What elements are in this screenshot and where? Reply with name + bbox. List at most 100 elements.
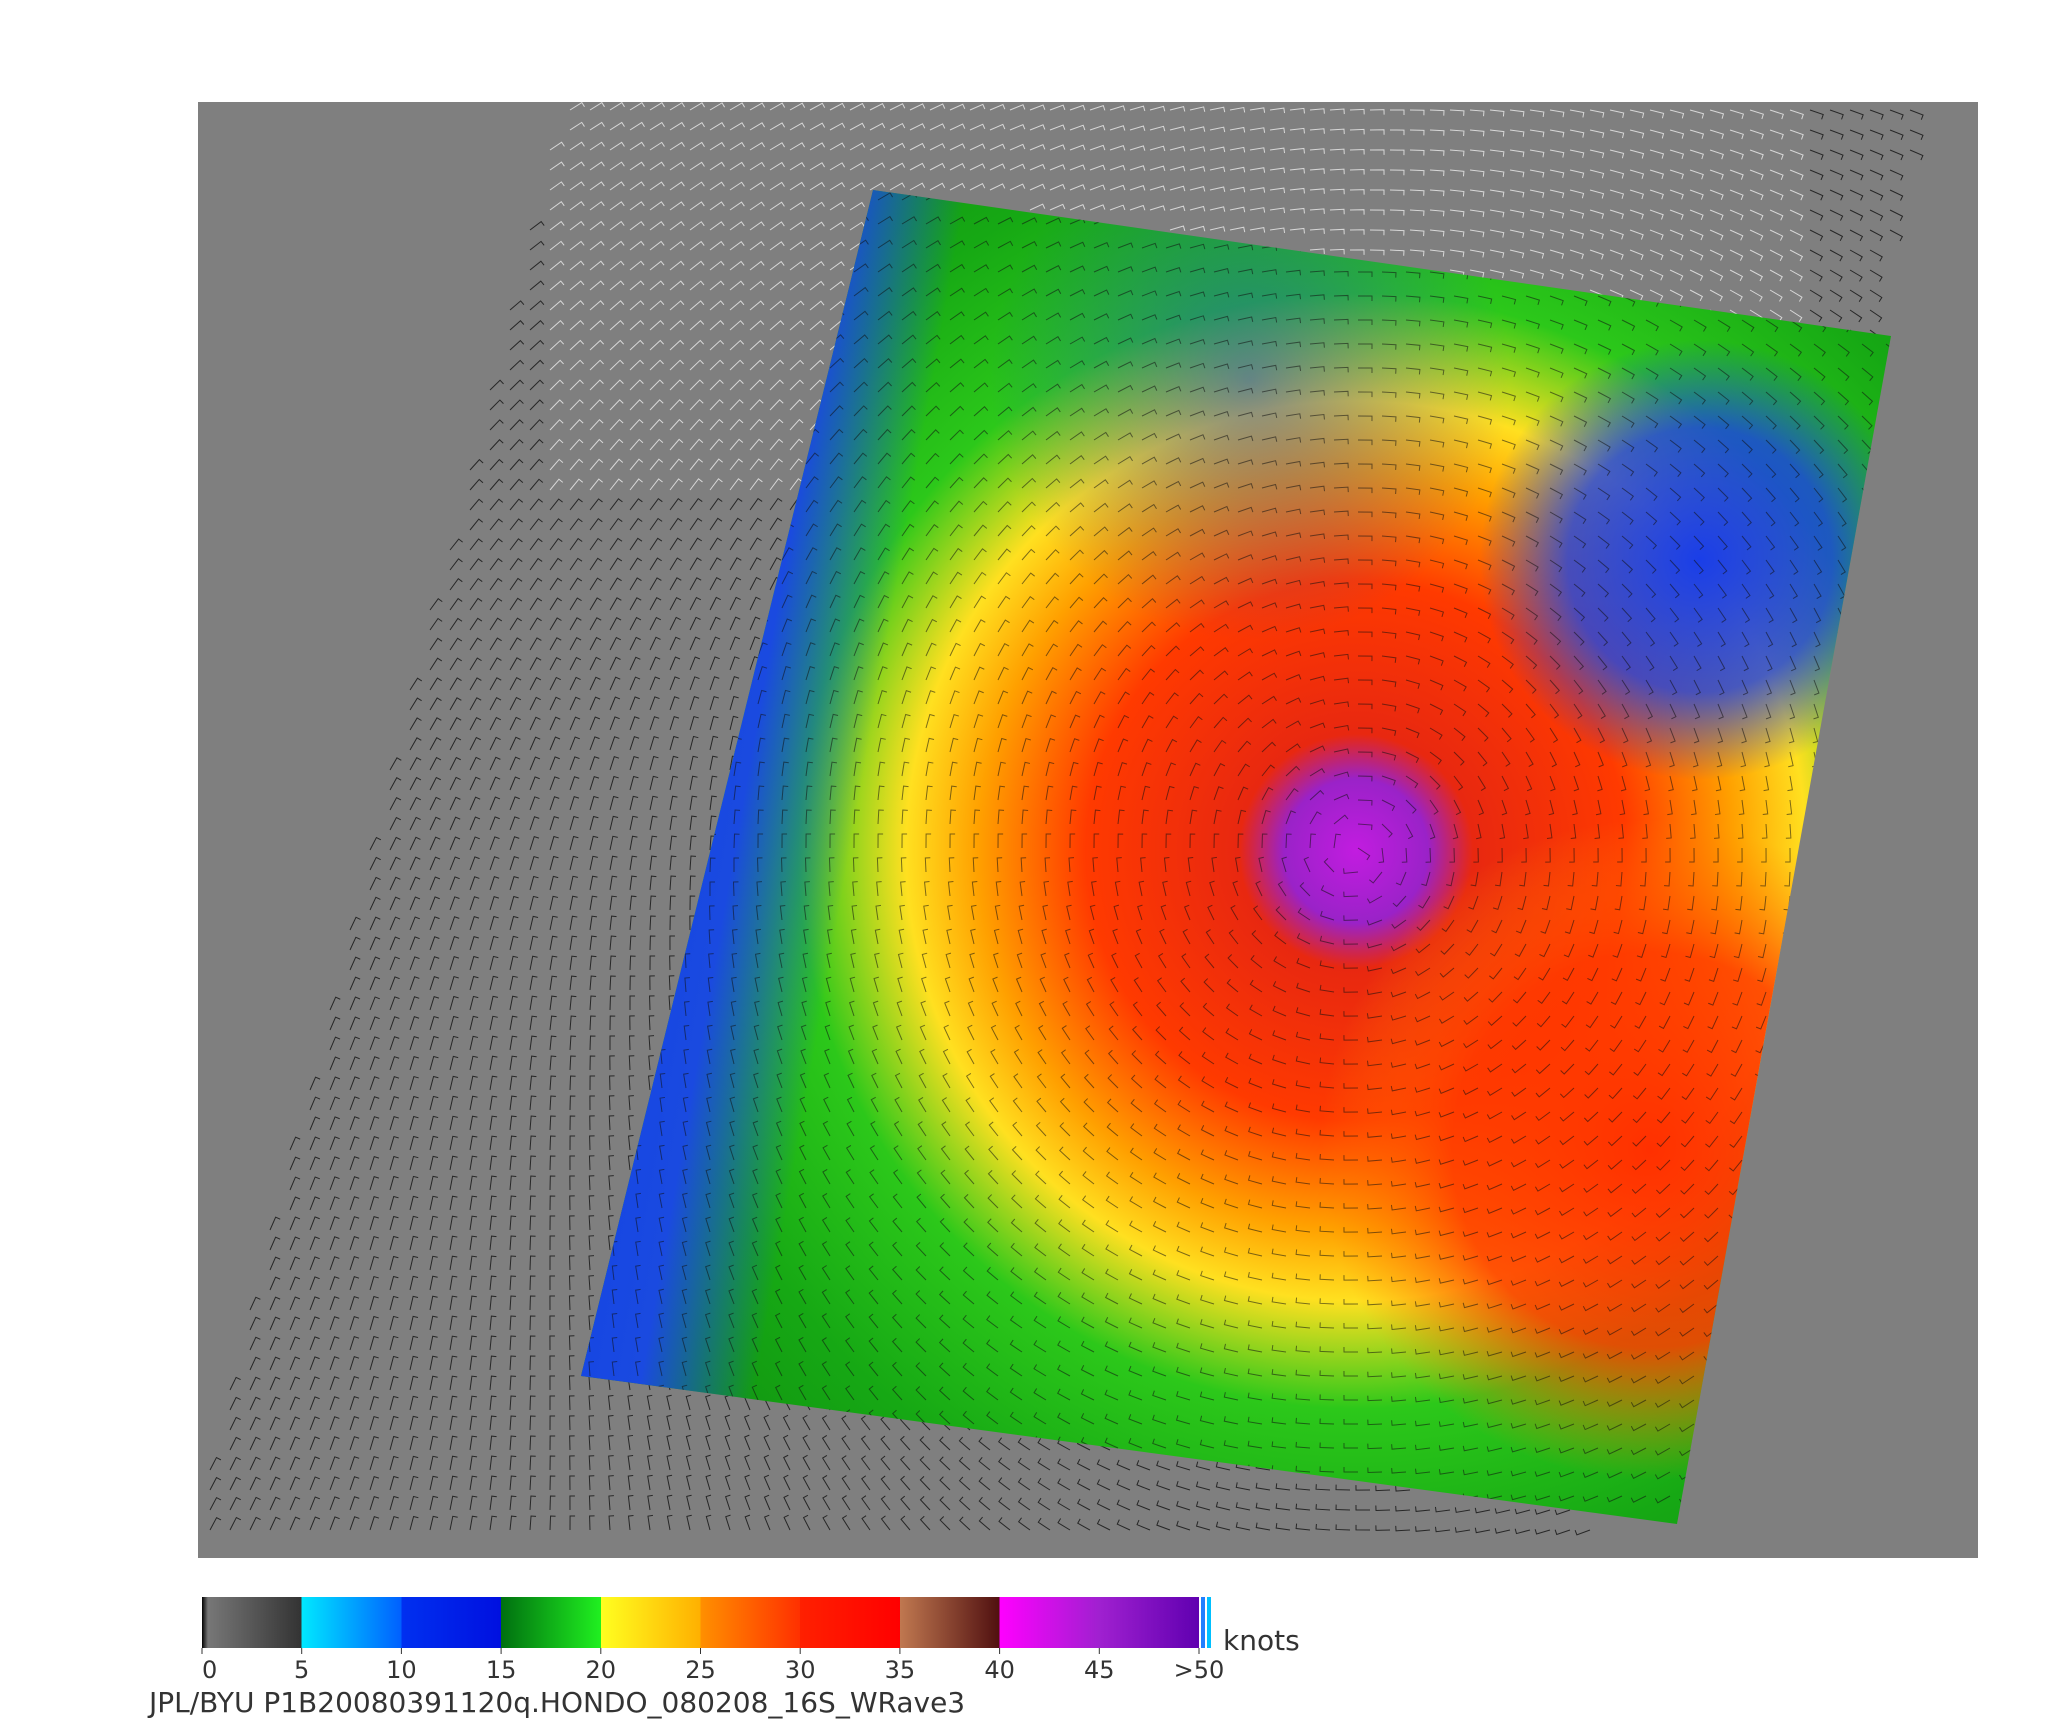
wind-vector — [629, 975, 636, 991]
wind-vector — [1045, 572, 1060, 585]
wind-vector — [901, 713, 911, 729]
wind-vector — [1621, 511, 1634, 525]
wind-vector — [269, 1396, 281, 1411]
wind-vector — [529, 260, 545, 271]
wind-vector — [1309, 767, 1325, 777]
wind-vector — [607, 1395, 614, 1411]
wind-vector — [1829, 269, 1843, 282]
wind-vector — [509, 1495, 517, 1511]
wind-vector — [1285, 341, 1302, 348]
wind-vector — [489, 1175, 497, 1191]
wind-vector — [809, 241, 825, 251]
wind-vector — [1757, 967, 1767, 983]
wind-vector — [1693, 631, 1703, 647]
wind-vector — [805, 594, 817, 609]
wind-vector — [1765, 343, 1779, 357]
wind-vector — [744, 1474, 751, 1491]
wind-vector — [1693, 367, 1707, 381]
wind-vector — [829, 181, 845, 191]
wind-vector — [669, 656, 681, 671]
wind-vector — [756, 857, 763, 873]
wind-vector — [469, 1395, 477, 1411]
wind-vector — [1629, 129, 1645, 139]
wind-vector — [1486, 1231, 1503, 1238]
wind-vector — [1271, 1248, 1287, 1257]
wind-vector — [958, 1456, 971, 1471]
wind-vector — [1176, 1173, 1191, 1185]
wind-vector — [369, 1235, 379, 1251]
wind-vector — [607, 1235, 614, 1251]
wind-vector — [829, 221, 845, 231]
wind-vector — [1597, 319, 1612, 331]
wind-vector — [841, 1415, 851, 1431]
wind-vector — [1789, 269, 1803, 282]
wind-vector — [776, 1072, 783, 1089]
wind-vector — [1669, 249, 1684, 261]
wind-vector — [730, 1048, 736, 1065]
wind-vector — [1335, 1484, 1351, 1491]
wind-vector — [872, 1024, 879, 1041]
wind-vector — [469, 1435, 478, 1451]
wind-vector — [1089, 204, 1106, 211]
wind-vector — [1111, 952, 1119, 969]
wind-vector — [925, 642, 937, 657]
wind-vector — [629, 995, 636, 1011]
wind-vector — [489, 1335, 497, 1351]
wind-vector — [389, 1016, 400, 1031]
wind-vector — [877, 713, 887, 729]
wind-vector — [1486, 1135, 1503, 1144]
wind-vector — [949, 263, 965, 273]
wind-vector — [1729, 109, 1745, 119]
wind-vector — [1590, 895, 1599, 911]
wind-vector — [529, 1035, 537, 1051]
wind-vector — [1057, 1292, 1071, 1305]
wind-vector — [609, 696, 621, 711]
wind-vector — [1786, 799, 1793, 815]
wind-vector — [1452, 823, 1459, 840]
wind-vector — [1357, 583, 1373, 590]
wind-vector — [309, 1276, 320, 1291]
wind-vector — [529, 816, 540, 831]
wind-vector — [1741, 463, 1753, 478]
wind-vector — [1710, 919, 1719, 935]
wind-vector — [1357, 703, 1373, 710]
wind-vector — [1009, 1411, 1023, 1425]
wind-vector — [1489, 189, 1505, 198]
wind-vector — [409, 1195, 419, 1211]
wind-vector — [1390, 1109, 1407, 1116]
wind-vector — [1449, 129, 1465, 137]
wind-vector — [1213, 670, 1229, 681]
wind-vector — [1116, 1459, 1131, 1471]
wind-vector — [729, 576, 742, 591]
wind-vector — [429, 597, 443, 611]
wind-vector — [891, 1361, 903, 1377]
wind-vector — [1416, 919, 1431, 931]
wind-vector — [1039, 976, 1047, 993]
wind-vector — [1209, 126, 1226, 133]
wind-vector — [1319, 1009, 1335, 1017]
wind-vector — [1669, 559, 1681, 575]
wind-vector — [1558, 1423, 1575, 1430]
wind-vector — [1309, 509, 1326, 516]
wind-vector — [1295, 1465, 1311, 1473]
wind-vector — [1486, 1374, 1503, 1381]
wind-vector — [1037, 1478, 1051, 1491]
wind-vector — [1645, 511, 1658, 526]
wind-vector — [1704, 1207, 1719, 1219]
wind-vector — [529, 538, 543, 551]
wind-vector — [689, 161, 705, 171]
wind-vector — [1223, 1440, 1239, 1449]
wind-vector — [1573, 607, 1586, 622]
wind-vector — [1335, 1524, 1351, 1531]
wind-vector — [1329, 228, 1345, 235]
wind-vector — [749, 517, 763, 531]
wind-vector — [369, 1096, 380, 1111]
wind-vector — [847, 1072, 855, 1089]
wind-vector — [749, 221, 765, 231]
wind-vector — [289, 1236, 301, 1251]
wind-vector — [589, 478, 603, 491]
wind-vector — [901, 476, 915, 489]
wind-vector — [805, 547, 818, 561]
wind-vector — [997, 358, 1013, 369]
wind-vector — [775, 1216, 783, 1233]
